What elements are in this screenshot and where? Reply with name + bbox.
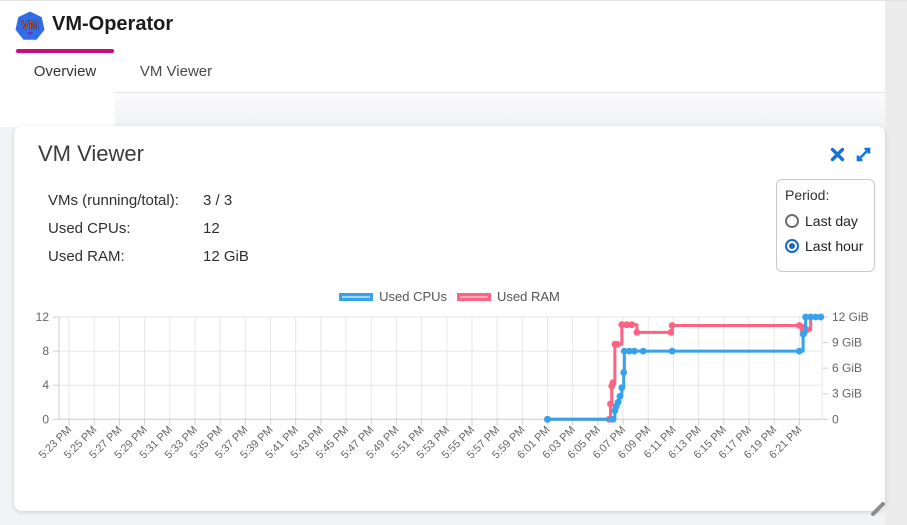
close-icon[interactable] [827, 144, 847, 164]
stat-label: VMs (running/total): [48, 191, 179, 209]
stat-row-ram: Used RAM: 12 GiB [48, 242, 249, 270]
radio-last-hour[interactable]: Last hour [785, 233, 866, 258]
radio-last-day[interactable]: Last day [785, 208, 866, 233]
legend-item-used-ram[interactable]: Used RAM [457, 289, 560, 304]
legend-label: Used RAM [497, 289, 560, 304]
app-logo-icon: VM [15, 11, 45, 40]
legend-swatch-ram [457, 292, 492, 301]
scrollbar-track[interactable] [885, 1, 907, 525]
stat-label: Used RAM: [48, 247, 125, 265]
resize-handle-icon[interactable] [867, 498, 889, 525]
svg-text:0: 0 [42, 412, 49, 426]
chart-legend: Used CPUs Used RAM [14, 289, 885, 304]
period-selector: Period: Last day Last hour [776, 179, 875, 272]
tab-divider [115, 92, 885, 93]
stat-row-cpus: Used CPUs: 12 [48, 214, 249, 242]
legend-swatch-cpus [339, 292, 374, 301]
svg-text:4: 4 [42, 378, 49, 392]
tab-bar: Overview VM Viewer [0, 49, 885, 93]
logo-text: VM [21, 18, 39, 32]
legend-item-used-cpus[interactable]: Used CPUs [339, 289, 447, 304]
vm-stats: VMs (running/total): 3 / 3 Used CPUs: 12… [48, 186, 249, 270]
app-header: VM VM-Operator [0, 1, 885, 49]
active-tab-indicator [16, 49, 114, 53]
svg-text:0: 0 [832, 412, 839, 426]
radio-label: Last hour [805, 237, 864, 254]
usage-chart[interactable]: 5:23 PM 5:25 PM 5:27 PM 5:29 PM 5:31 PM 5:33 … [14, 296, 885, 506]
radio-icon[interactable] [785, 238, 799, 253]
app-title: VM-Operator [52, 13, 174, 35]
card-title: VM Viewer [38, 141, 144, 166]
expand-icon[interactable] [853, 144, 873, 164]
svg-text:12 GiB: 12 GiB [832, 310, 869, 324]
stat-label: Used CPUs: [48, 219, 131, 237]
vm-viewer-card: VM Viewer VMs (running/total): 3 / 3 [14, 126, 885, 516]
active-tab-panel-joint [0, 93, 115, 127]
stat-value: 3 / 3 [203, 191, 233, 209]
tab-vm-viewer-label: VM Viewer [139, 62, 213, 80]
svg-text:6 GiB: 6 GiB [832, 361, 862, 375]
svg-text:8: 8 [42, 344, 49, 358]
radio-icon[interactable] [785, 213, 799, 228]
stat-row-vms: VMs (running/total): 3 / 3 [48, 186, 249, 214]
stat-value: 12 [203, 219, 220, 237]
svg-text:9 GiB: 9 GiB [832, 336, 862, 350]
tab-overview-label: Overview [33, 62, 97, 80]
stat-value: 12 GiB [203, 247, 249, 265]
period-label: Period: [785, 187, 830, 203]
tab-vm-viewer[interactable]: VM Viewer [130, 49, 222, 93]
legend-label: Used CPUs [379, 289, 448, 304]
svg-text:12: 12 [36, 310, 50, 324]
svg-text:3 GiB: 3 GiB [832, 387, 862, 401]
tab-overview[interactable]: Overview [16, 49, 114, 93]
radio-label: Last day [805, 212, 858, 229]
